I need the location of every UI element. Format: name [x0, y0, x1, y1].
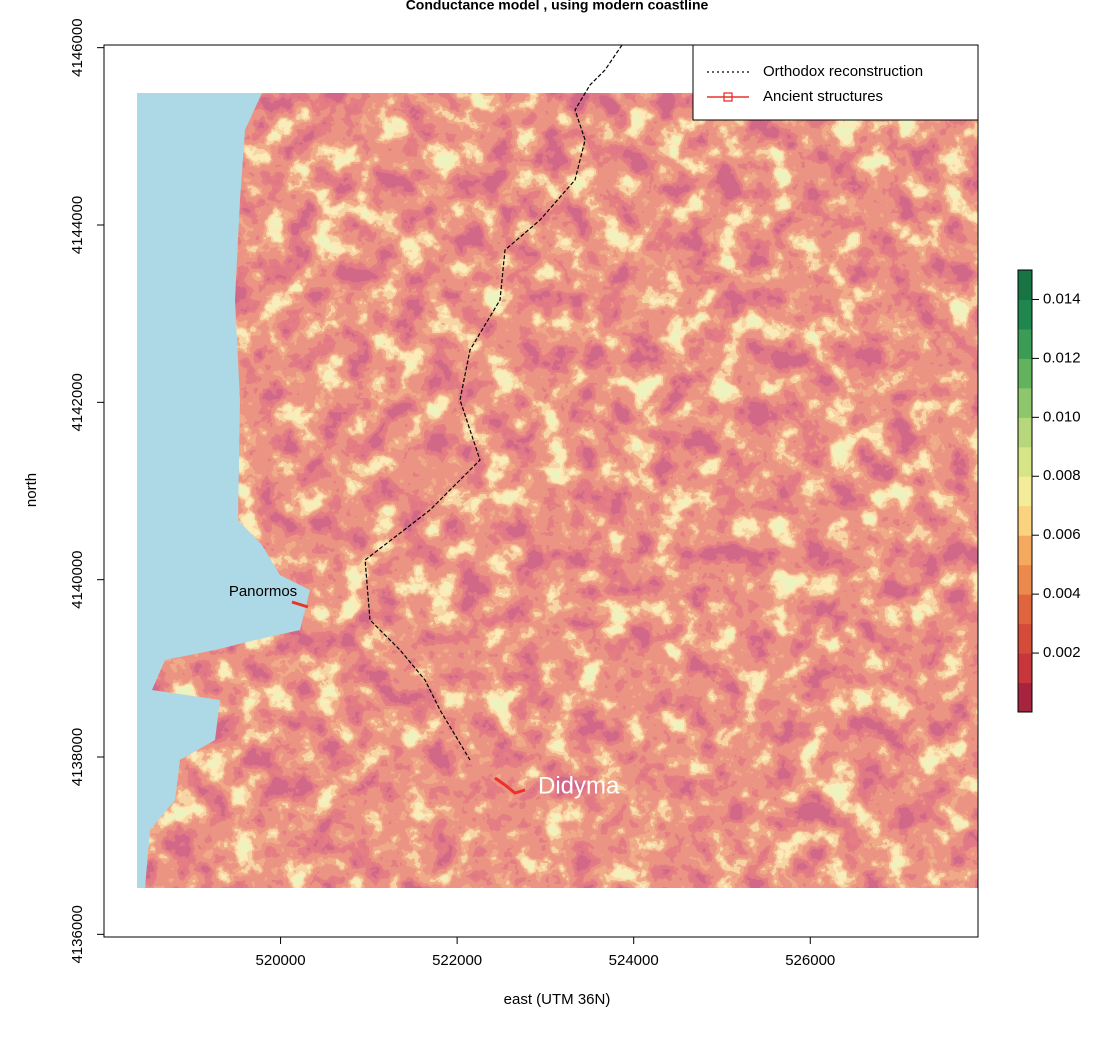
colorbar-tick-label: 0.004 [1043, 585, 1081, 602]
colorbar-band [1018, 476, 1032, 506]
colorbar-band [1018, 299, 1032, 329]
legend-label: Orthodox reconstruction [763, 63, 923, 80]
colorbar-band [1018, 388, 1032, 418]
colorbar-band [1018, 624, 1032, 654]
colorbar-band [1018, 653, 1032, 683]
colorbar-tick-label: 0.010 [1043, 408, 1081, 425]
y-tick-label: 4142000 [69, 373, 86, 431]
x-tick-label: 524000 [609, 952, 659, 969]
colorbar-band [1018, 683, 1032, 713]
colorbar-band [1018, 270, 1032, 300]
legend-label: Ancient structures [763, 88, 883, 105]
x-tick-label: 522000 [432, 952, 482, 969]
colorbar-band [1018, 329, 1032, 359]
chart-title: Conductance model , using modern coastli… [406, 0, 709, 13]
colorbar-band [1018, 565, 1032, 595]
y-tick-label: 4140000 [69, 550, 86, 608]
y-tick-label: 4136000 [69, 905, 86, 963]
colorbar-band [1018, 506, 1032, 536]
y-tick-label: 4144000 [69, 196, 86, 254]
colorbar-band [1018, 417, 1032, 447]
x-axis-label: east (UTM 36N) [504, 991, 611, 1008]
colorbar-tick-label: 0.008 [1043, 467, 1081, 484]
colorbar-tick-label: 0.014 [1043, 290, 1081, 307]
x-tick-label: 526000 [785, 952, 835, 969]
colorbar-band [1018, 535, 1032, 565]
colorbar-tick-label: 0.006 [1043, 526, 1081, 543]
y-tick-label: 4138000 [69, 728, 86, 786]
raster-layer [137, 93, 978, 888]
chart: Conductance model , using modern coastli… [0, 0, 1115, 1043]
colorbar-tick-label: 0.012 [1043, 349, 1081, 366]
colorbar-band [1018, 594, 1032, 624]
conductance-raster [137, 93, 978, 888]
colorbar-tick-label: 0.002 [1043, 644, 1081, 661]
annotation: Panormos [229, 583, 297, 600]
y-axis-label: north [23, 473, 40, 507]
colorbar-band [1018, 447, 1032, 477]
colorbar-band [1018, 358, 1032, 388]
x-tick-label: 520000 [256, 952, 306, 969]
annotation: Didyma [538, 772, 620, 799]
y-tick-label: 4146000 [69, 18, 86, 76]
legend-box [693, 45, 978, 120]
